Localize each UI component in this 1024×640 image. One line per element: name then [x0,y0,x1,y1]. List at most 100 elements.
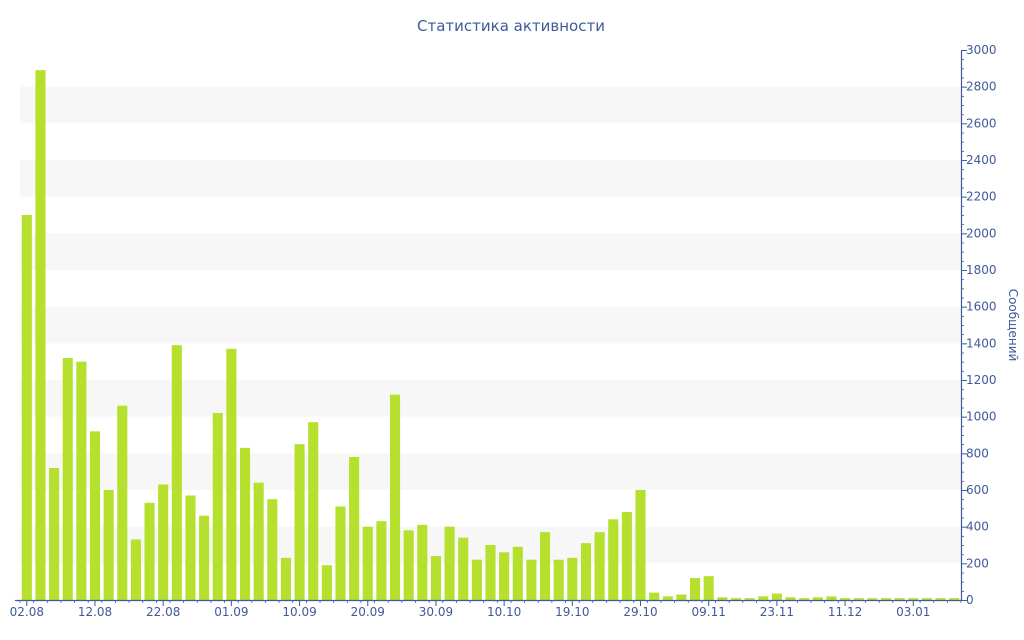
bar [649,592,660,600]
y-tick-label: 1400 [966,336,997,350]
x-ticks: 02.08 12.08 22.08 01.09 10.09 20.09 30.09 10.10… [10,600,962,619]
bar [771,593,782,600]
bar [49,468,60,600]
bar [499,552,510,600]
bar [349,457,360,600]
bar [185,495,196,600]
grid-band [20,380,961,417]
bar [949,598,960,600]
bar [880,598,892,600]
bar [621,512,632,600]
bar [430,556,441,600]
bar [239,447,251,600]
bar [594,532,605,600]
bar [812,597,823,600]
y-tick-label: 1800 [966,263,997,277]
bar [308,422,319,600]
bar [280,557,291,600]
y-tick-label: 1600 [966,300,997,314]
x-tick-label: 10.10 [487,605,521,619]
bar [908,598,919,600]
bar [703,576,714,600]
bar [35,70,46,600]
bar [376,521,387,600]
bar [76,361,87,600]
bar [335,506,346,600]
bar [117,405,128,600]
bar [144,502,155,600]
bar [62,358,73,600]
bar [690,578,701,600]
bar [253,482,264,600]
bar [935,598,946,600]
bar [158,484,169,600]
bar [894,598,905,600]
grid-band [20,160,961,197]
bar [608,519,619,600]
bar [526,559,537,600]
bar [867,598,878,600]
bar [662,596,673,600]
bar [199,515,210,600]
bar [840,598,851,600]
bar [389,394,401,600]
bar [826,596,837,600]
y-tick-label: 2000 [966,226,997,240]
y-tick-label: 2200 [966,190,997,204]
bar [921,598,932,600]
bar [485,545,496,600]
bar [730,598,742,600]
bar [580,543,592,600]
x-tick-label: 29.10 [623,605,657,619]
bar [458,537,469,600]
bar [799,598,810,600]
bar [717,597,728,600]
bar-series [21,70,960,600]
y-tick-label: 1000 [966,410,997,424]
x-tick-label: 23.11 [760,605,794,619]
bar [444,526,455,600]
bar [540,532,551,600]
bar [785,597,796,600]
grid-band [20,86,961,124]
x-tick-label: 22.08 [146,605,180,619]
x-tick-label: 11.12 [828,605,862,619]
bar [321,565,332,600]
y-axis-title: Сообщений [1006,289,1020,362]
bar [21,215,32,600]
bar [417,524,428,600]
bar [294,444,305,600]
bar [758,596,769,600]
x-tick-label: 19.10 [555,605,589,619]
bar [267,499,278,600]
y-tick-label: 200 [966,556,989,570]
y-tick-label: 0 [966,593,974,607]
bar [89,431,101,600]
y-tick-label: 3000 [966,43,997,57]
bar [103,490,114,600]
bar [676,594,687,600]
x-tick-label: 03.01 [896,605,930,619]
x-tick-label: 30.09 [419,605,453,619]
grid-band [20,233,961,270]
x-tick-label: 01.09 [214,605,248,619]
y-tick-label: 2800 [966,80,997,94]
grid-bands [20,86,961,564]
bar [212,413,223,600]
x-tick-label: 12.08 [78,605,112,619]
bar [512,546,523,600]
x-tick-label: 02.08 [10,605,44,619]
x-tick-label: 10.09 [282,605,316,619]
bar [553,559,564,600]
y-tick-label: 2600 [966,116,997,130]
bar [744,598,755,600]
y-tick-label: 800 [966,446,989,460]
bar [130,539,141,600]
bar [567,557,578,600]
bar [171,345,182,600]
x-tick-label: 20.09 [351,605,385,619]
y-tick-label: 400 [966,520,989,534]
bar [853,598,864,600]
